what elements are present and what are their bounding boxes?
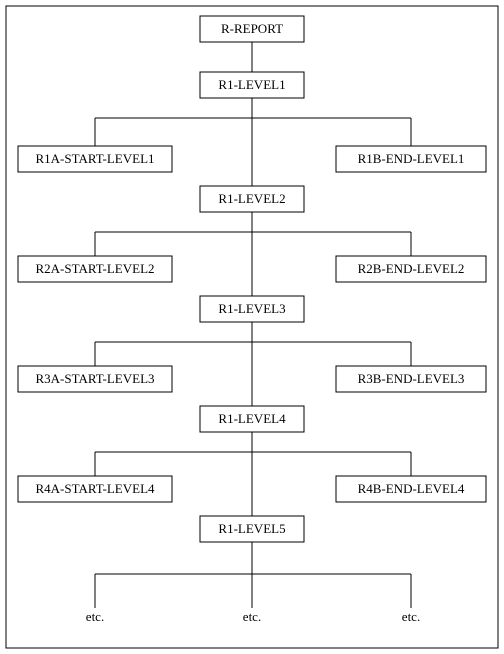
node-l3b: R3B-END-LEVEL3 xyxy=(336,366,486,392)
node-label-l5: R1-LEVEL5 xyxy=(218,521,285,536)
etc-label-etcR: etc. xyxy=(402,609,420,624)
node-label-l2b: R2B-END-LEVEL2 xyxy=(358,261,465,276)
node-l3: R1-LEVEL3 xyxy=(200,296,304,322)
node-l1b: R1B-END-LEVEL1 xyxy=(336,146,486,172)
node-label-l3a: R3A-START-LEVEL3 xyxy=(35,371,154,386)
etc-label-etcL: etc. xyxy=(86,609,104,624)
node-l1a: R1A-START-LEVEL1 xyxy=(18,146,172,172)
etc-label-etcC: etc. xyxy=(243,609,261,624)
node-root: R-REPORT xyxy=(200,16,304,42)
node-label-l3b: R3B-END-LEVEL3 xyxy=(358,371,465,386)
node-label-l4b: R4B-END-LEVEL4 xyxy=(358,481,465,496)
node-l4b: R4B-END-LEVEL4 xyxy=(336,476,486,502)
node-l2b: R2B-END-LEVEL2 xyxy=(336,256,486,282)
node-label-l1b: R1B-END-LEVEL1 xyxy=(358,151,465,166)
hierarchy-diagram: R-REPORT R1-LEVEL1 R1A-START-LEVEL1 R1B-END… xyxy=(0,0,504,654)
node-label-root: R-REPORT xyxy=(221,21,283,36)
node-l4a: R4A-START-LEVEL4 xyxy=(18,476,172,502)
node-label-l4: R1-LEVEL4 xyxy=(218,411,286,426)
node-label-l2a: R2A-START-LEVEL2 xyxy=(35,261,154,276)
node-label-l3: R1-LEVEL3 xyxy=(218,301,285,316)
node-l4: R1-LEVEL4 xyxy=(200,406,304,432)
node-label-l1a: R1A-START-LEVEL1 xyxy=(35,151,154,166)
node-label-l1: R1-LEVEL1 xyxy=(218,77,285,92)
node-l3a: R3A-START-LEVEL3 xyxy=(18,366,172,392)
node-l2a: R2A-START-LEVEL2 xyxy=(18,256,172,282)
node-label-l2: R1-LEVEL2 xyxy=(218,191,285,206)
node-label-l4a: R4A-START-LEVEL4 xyxy=(35,481,155,496)
node-l1: R1-LEVEL1 xyxy=(200,72,304,98)
node-l2: R1-LEVEL2 xyxy=(200,186,304,212)
node-l5: R1-LEVEL5 xyxy=(200,516,304,542)
